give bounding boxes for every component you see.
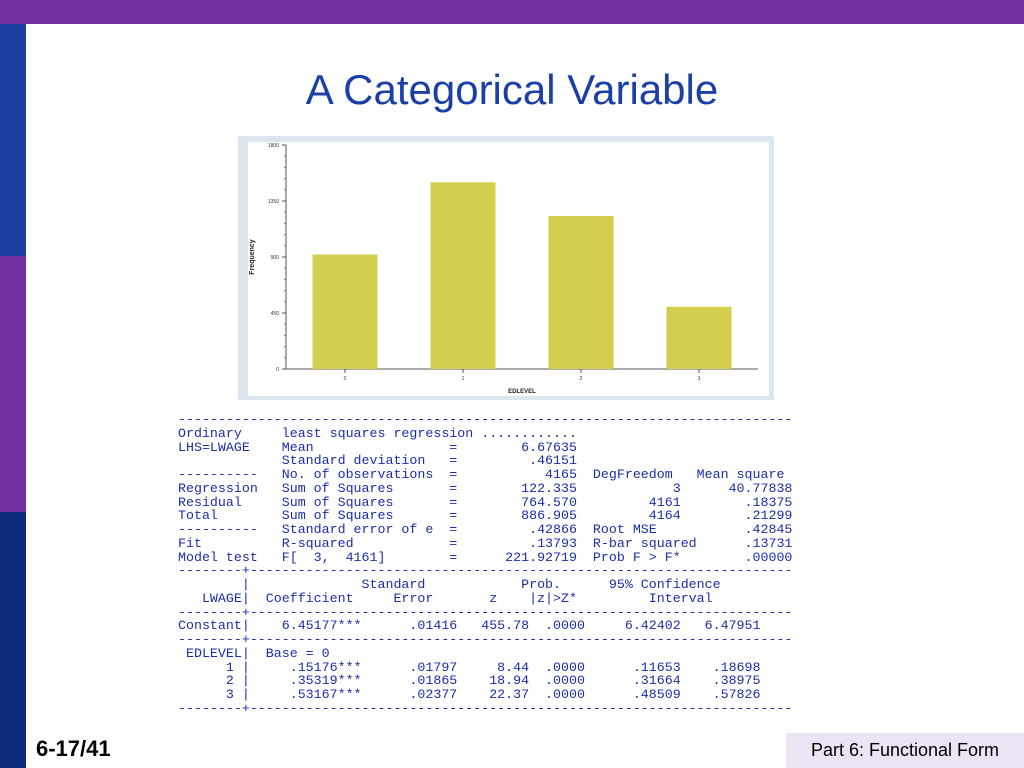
output-line: LHS=LWAGE Mean = 6.67635	[178, 439, 577, 455]
slide-title: A Categorical Variable	[305, 66, 719, 113]
output-line: ---------- No. of observations = 4165 De…	[178, 467, 785, 482]
output-line: --------+-------------------------------…	[178, 604, 793, 620]
bar-edlevel-2	[548, 215, 614, 369]
output-line: --------+-------------------------------…	[178, 563, 793, 579]
y-axis-label: Frequency	[249, 239, 256, 275]
histogram-svg: 0 450 900 1350 1800 0 1 2 3 Frequency EDLEVEL	[248, 142, 769, 396]
x-tick-label: 1	[462, 376, 465, 382]
bar-edlevel-3	[666, 306, 732, 369]
output-line: Ordinary least squares regression ......…	[178, 425, 577, 441]
bar-edlevel-0	[312, 254, 378, 369]
bar-edlevel-1	[430, 182, 496, 369]
output-line: LWAGE| Coefficient Error z |z|>Z* Interv…	[178, 590, 713, 606]
output-line: EDLEVEL| Base = 0	[178, 645, 330, 661]
output-line: Model test F[ 3, 4161] = 221.92719 Prob …	[178, 549, 793, 565]
y-tick-label: 1350	[268, 199, 279, 205]
output-line: ----------------------------------------…	[178, 412, 793, 427]
y-tick-label: 1800	[268, 143, 279, 149]
output-line: | Standard Prob. 95% Confidence	[178, 577, 721, 592]
y-tick-label: 900	[271, 255, 280, 261]
regression-output: ----------------------------------------…	[178, 413, 792, 716]
output-line: Total Sum of Squares = 886.905 4164 .212…	[178, 508, 793, 524]
output-line: Fit R-squared = .13793 R-bar squared .13…	[178, 535, 793, 551]
output-line: Residual Sum of Squares = 764.570 4161 .…	[178, 494, 793, 510]
side-accent-block-top	[0, 24, 26, 256]
footer-section-label: Part 6: Functional Form	[786, 733, 1024, 768]
y-tick-label: 450	[271, 311, 280, 317]
output-line: Standard deviation = .46151	[178, 453, 577, 469]
x-tick-label: 0	[344, 376, 347, 382]
x-axis-label: EDLEVEL	[508, 389, 536, 395]
output-line: Regression Sum of Squares = 122.335 3 40…	[178, 480, 793, 496]
output-line: 1 | .15176*** .01797 8.44 .0000 .11653 .…	[178, 659, 761, 675]
histogram-chart: 0 450 900 1350 1800 0 1 2 3 Frequency EDLEVEL	[238, 136, 774, 400]
output-line: Constant| 6.45177*** .01416 455.78 .0000…	[178, 618, 761, 634]
output-line: ---------- Standard error of e = .42866 …	[178, 522, 793, 537]
output-line: 3 | .53167*** .02377 22.37 .0000 .48509 …	[178, 687, 761, 702]
top-accent-bar	[0, 0, 1024, 24]
output-line: 2 | .35319*** .01865 18.94 .0000 .31664 …	[178, 673, 761, 689]
side-accent-block-middle	[0, 256, 26, 512]
x-tick-label: 3	[698, 376, 701, 382]
output-line: --------+-------------------------------…	[178, 632, 793, 647]
page-number: 6-17/41	[36, 736, 111, 761]
y-tick-label: 0	[276, 367, 279, 373]
side-accent-block-bottom	[0, 512, 26, 768]
x-tick-label: 2	[580, 376, 583, 382]
output-line: --------+-------------------------------…	[178, 700, 793, 716]
